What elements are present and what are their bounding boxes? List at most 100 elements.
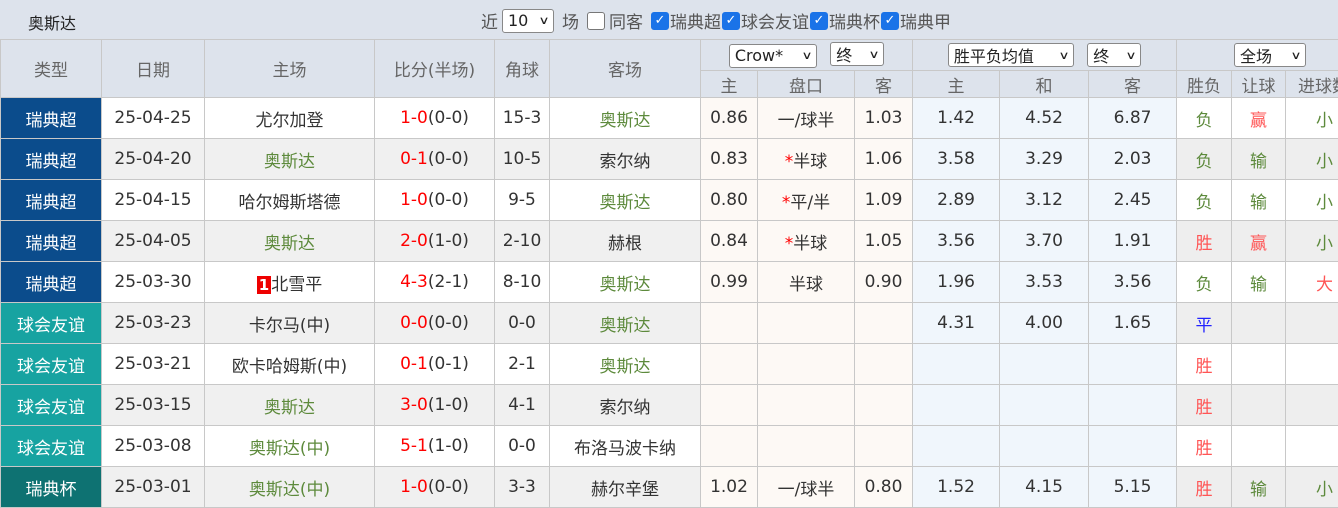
half-time-score: (0-1) bbox=[428, 354, 469, 374]
avg-home-cell: 1.52 bbox=[913, 467, 1000, 508]
corners: 15-3 bbox=[503, 108, 542, 128]
score-cell[interactable]: 0-1(0-0) bbox=[375, 139, 495, 180]
away-team-cell[interactable]: 奥斯达 bbox=[550, 344, 701, 385]
away-team-cell[interactable]: 奥斯达 bbox=[550, 98, 701, 139]
date: 25-04-25 bbox=[114, 108, 191, 128]
win-loss-cell: 负 bbox=[1177, 98, 1232, 139]
date-cell: 25-04-15 bbox=[102, 180, 205, 221]
league-checkbox[interactable]: ✓ bbox=[810, 12, 828, 30]
home-team-cell[interactable]: 卡尔马(中) bbox=[205, 303, 375, 344]
chevron-down-icon: ∨ bbox=[538, 14, 549, 27]
corners: 9-5 bbox=[508, 190, 536, 210]
match-type-cell[interactable]: 球会友谊 bbox=[1, 385, 102, 426]
handicap-line: 半球 bbox=[793, 152, 827, 172]
odds-away-cell bbox=[855, 303, 913, 344]
date: 25-03-15 bbox=[114, 395, 191, 415]
odds-state-select[interactable]: 终∨ bbox=[830, 42, 884, 66]
score-cell[interactable]: 0-1(0-1) bbox=[375, 344, 495, 385]
away-team-cell[interactable]: 奥斯达 bbox=[550, 262, 701, 303]
avg-state-select[interactable]: 终∨ bbox=[1087, 43, 1141, 67]
home-team-cell[interactable]: 哈尔姆斯塔德 bbox=[205, 180, 375, 221]
league-checkbox[interactable]: ✓ bbox=[881, 12, 899, 30]
home-team-cell[interactable]: 尤尔加登 bbox=[205, 98, 375, 139]
match-type: 球会友谊 bbox=[17, 357, 85, 377]
goals-result-cell bbox=[1286, 426, 1338, 467]
company-select[interactable]: Crow*∨ bbox=[729, 44, 817, 68]
match-type-cell[interactable]: 球会友谊 bbox=[1, 344, 102, 385]
away-team: 赫尔辛堡 bbox=[591, 480, 659, 500]
avg-home-cell: 1.96 bbox=[913, 262, 1000, 303]
avg-draw-cell bbox=[1000, 385, 1089, 426]
away-team: 赫根 bbox=[608, 234, 642, 254]
away-team-cell[interactable]: 索尔纳 bbox=[550, 385, 701, 426]
corner-cell: 8-10 bbox=[495, 262, 550, 303]
period-select[interactable]: 全场∨ bbox=[1234, 43, 1306, 67]
home-team-cell[interactable]: 奥斯达(中) bbox=[205, 426, 375, 467]
away-team-cell[interactable]: 赫尔辛堡 bbox=[550, 467, 701, 508]
home-team-cell[interactable]: 奥斯达 bbox=[205, 139, 375, 180]
match-type: 球会友谊 bbox=[17, 398, 85, 418]
red-card-badge: 1 bbox=[257, 276, 271, 294]
match-type-cell[interactable]: 瑞典杯 bbox=[1, 467, 102, 508]
away-team: 奥斯达 bbox=[600, 111, 651, 131]
subheader-avg-draw: 和 bbox=[1000, 71, 1089, 98]
avg-away-cell: 3.56 bbox=[1089, 262, 1177, 303]
full-time-score: 5-1 bbox=[400, 436, 428, 456]
chevron-down-icon: ∨ bbox=[1058, 49, 1069, 62]
match-type-cell[interactable]: 球会友谊 bbox=[1, 303, 102, 344]
date-cell: 25-03-15 bbox=[102, 385, 205, 426]
score-cell[interactable]: 2-0(1-0) bbox=[375, 221, 495, 262]
match-count-select[interactable]: 10∨ bbox=[502, 9, 554, 33]
match-type-cell[interactable]: 瑞典超 bbox=[1, 98, 102, 139]
league-checkbox[interactable]: ✓ bbox=[651, 12, 669, 30]
home-team-cell[interactable]: 欧卡哈姆斯(中) bbox=[205, 344, 375, 385]
avg-away: 2.45 bbox=[1114, 190, 1152, 210]
score-cell[interactable]: 4-3(2-1) bbox=[375, 262, 495, 303]
score-cell[interactable]: 1-0(0-0) bbox=[375, 467, 495, 508]
handicap-cell: *平/半 bbox=[758, 180, 855, 221]
score-cell[interactable]: 1-0(0-0) bbox=[375, 180, 495, 221]
away-team-cell[interactable]: 索尔纳 bbox=[550, 139, 701, 180]
avg-draw: 4.15 bbox=[1025, 477, 1063, 497]
match-type-cell[interactable]: 球会友谊 bbox=[1, 426, 102, 467]
away-team-cell[interactable]: 奥斯达 bbox=[550, 303, 701, 344]
match-type-cell[interactable]: 瑞典超 bbox=[1, 180, 102, 221]
chevron-down-icon: ∨ bbox=[1126, 49, 1137, 62]
avg-select[interactable]: 胜平负均值∨ bbox=[948, 43, 1074, 67]
away-team-cell[interactable]: 奥斯达 bbox=[550, 180, 701, 221]
home-team-cell[interactable]: 奥斯达 bbox=[205, 221, 375, 262]
avg-away-cell: 1.65 bbox=[1089, 303, 1177, 344]
away-team-cell[interactable]: 布洛马波卡纳 bbox=[550, 426, 701, 467]
league-checkbox[interactable]: ✓ bbox=[722, 12, 740, 30]
avg-draw-cell: 3.70 bbox=[1000, 221, 1089, 262]
avg-home: 3.56 bbox=[937, 231, 975, 251]
avg-away: 3.56 bbox=[1114, 272, 1152, 292]
full-time-score: 1-0 bbox=[400, 108, 428, 128]
win-loss: 胜 bbox=[1196, 480, 1213, 500]
away-team-cell[interactable]: 赫根 bbox=[550, 221, 701, 262]
score-cell[interactable]: 0-0(0-0) bbox=[375, 303, 495, 344]
odds-home-cell: 0.80 bbox=[701, 180, 758, 221]
match-type-cell[interactable]: 瑞典超 bbox=[1, 139, 102, 180]
subheader-handicap-result: 让球 bbox=[1232, 71, 1286, 98]
date: 25-03-21 bbox=[114, 354, 191, 374]
home-team-cell[interactable]: 奥斯达(中) bbox=[205, 467, 375, 508]
score-cell[interactable]: 3-0(1-0) bbox=[375, 385, 495, 426]
handicap-cell bbox=[758, 426, 855, 467]
win-loss-cell: 平 bbox=[1177, 303, 1232, 344]
avg-away: 2.03 bbox=[1114, 149, 1152, 169]
match-type-cell[interactable]: 瑞典超 bbox=[1, 262, 102, 303]
home-team-cell[interactable]: 奥斯达 bbox=[205, 385, 375, 426]
same-host-checkbox[interactable] bbox=[587, 12, 605, 30]
avg-home: 2.89 bbox=[937, 190, 975, 210]
score-cell[interactable]: 5-1(1-0) bbox=[375, 426, 495, 467]
avg-draw-cell: 4.15 bbox=[1000, 467, 1089, 508]
match-type-cell[interactable]: 瑞典超 bbox=[1, 221, 102, 262]
handicap-line: 平/半 bbox=[790, 193, 830, 213]
odds-home: 1.02 bbox=[710, 477, 748, 497]
half-time-score: (1-0) bbox=[428, 436, 469, 456]
avg-draw: 3.12 bbox=[1025, 190, 1063, 210]
score-cell[interactable]: 1-0(0-0) bbox=[375, 98, 495, 139]
goals-result-cell: 小 bbox=[1286, 180, 1338, 221]
